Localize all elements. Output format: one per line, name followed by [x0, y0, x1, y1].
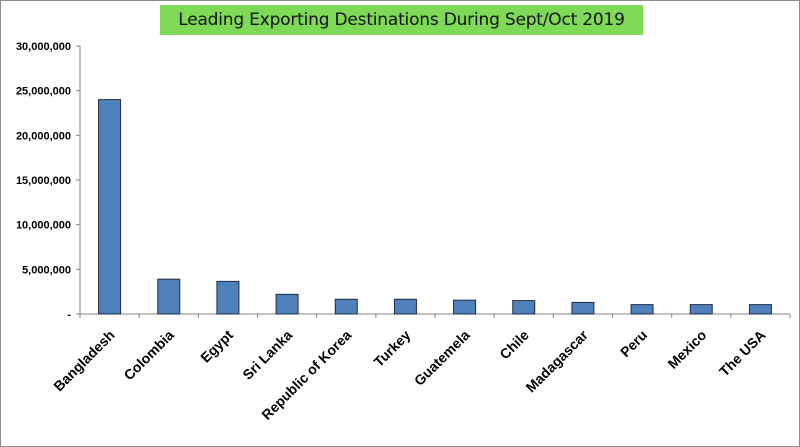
y-tick-label: - [67, 309, 71, 321]
bar-bangladesh [98, 99, 122, 315]
y-tick-label: 15,000,000 [16, 175, 71, 187]
x-category-label: Chile [496, 327, 532, 363]
chart-title: Leading Exporting Destinations During Se… [178, 10, 625, 30]
x-category-label: Turkey [370, 327, 413, 370]
bar-republic-of-korea [334, 298, 358, 315]
bar-peru [630, 304, 654, 315]
y-tick-label: 5,000,000 [22, 264, 71, 276]
bar-colombia [157, 278, 181, 315]
bar-turkey [393, 298, 417, 315]
y-tick-label: 20,000,000 [16, 130, 71, 142]
bar-the-usa [748, 304, 772, 315]
y-tick-label: 10,000,000 [16, 220, 71, 232]
x-category-label: Sri Lanka [239, 327, 295, 383]
chart-title-box: Leading Exporting Destinations During Se… [160, 5, 643, 35]
x-category-label: Guatemela [411, 327, 473, 389]
x-category-label: Mexico [664, 327, 709, 372]
x-category-label: Egypt [197, 327, 236, 366]
bar-madagascar [571, 301, 595, 315]
bar-guatemela [453, 299, 477, 315]
bar-mexico [689, 304, 713, 315]
bar-chile [512, 300, 536, 315]
x-category-label: Peru [617, 327, 650, 360]
y-tick-label: 25,000,000 [16, 86, 71, 98]
x-category-label: Madagascar [522, 326, 591, 395]
x-category-label: The USA [716, 327, 769, 380]
x-category-label: Bangladesh [50, 327, 117, 394]
x-category-label: Colombia [120, 327, 177, 384]
bar-sri-lanka [275, 293, 299, 315]
y-tick-label: 30,000,000 [16, 41, 71, 53]
bar-egypt [216, 280, 240, 315]
